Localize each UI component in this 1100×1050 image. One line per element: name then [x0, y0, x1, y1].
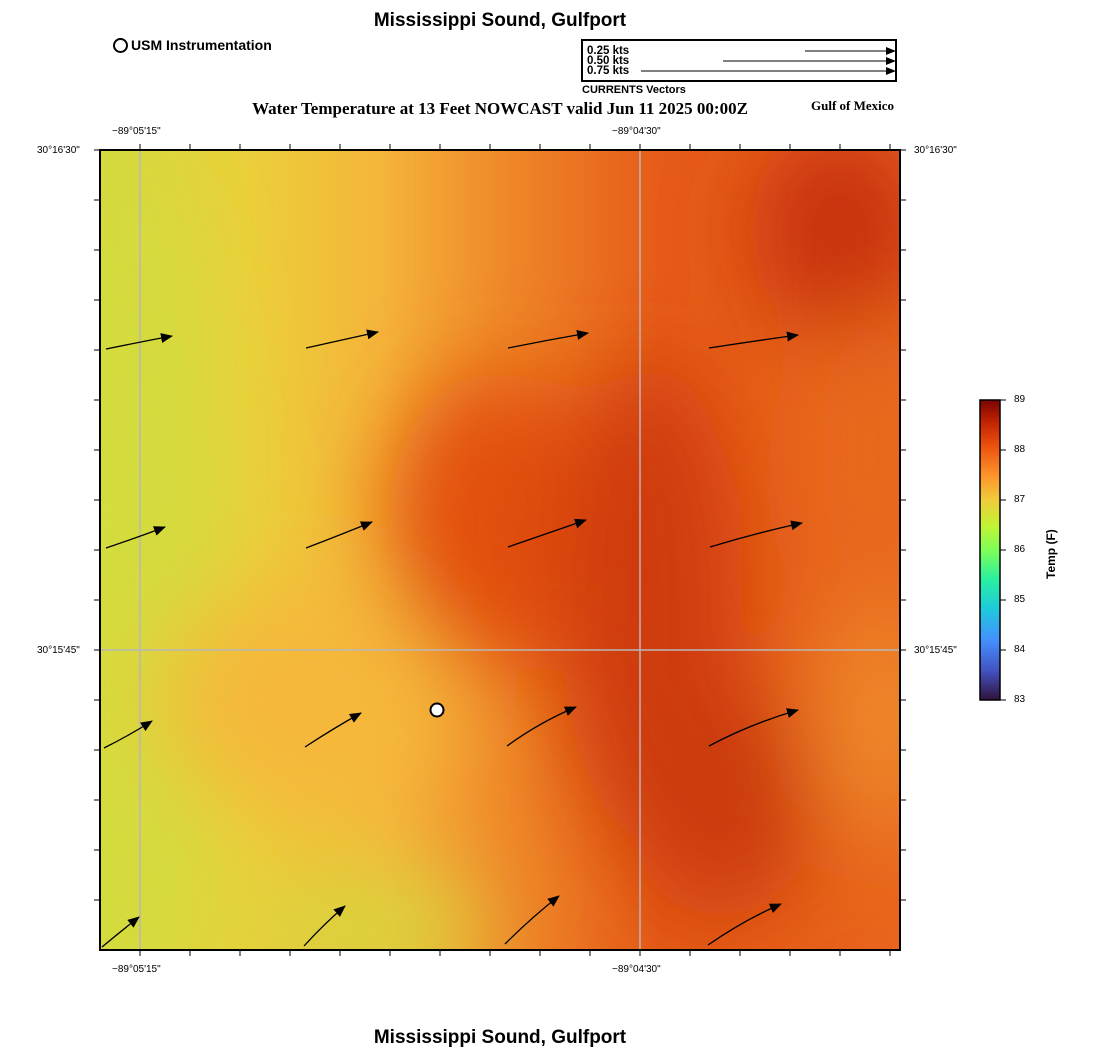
usm-legend-label: USM Instrumentation: [131, 37, 272, 53]
colorbar-title: Temp (F): [1044, 529, 1058, 579]
map-title: Mississippi Sound, Gulfport: [373, 10, 627, 31]
current-vector: [709, 520, 803, 548]
graticule: [100, 150, 900, 950]
vector-scale-label-2: 0.50 kts: [587, 55, 630, 67]
current-vector: [103, 720, 153, 749]
current-vector: [105, 333, 173, 350]
colorbar-label: 84: [1014, 644, 1026, 655]
current-vector: [507, 518, 587, 548]
colorbar-label: 86: [1014, 544, 1026, 555]
usm-station-marker: [429, 702, 445, 718]
usm-legend: USM Instrumentation: [113, 37, 272, 53]
current-vector: [507, 329, 589, 349]
current-vector: [708, 331, 799, 349]
current-vector: [304, 712, 362, 748]
region-label: Gulf of Mexico: [811, 98, 895, 113]
current-vector: [708, 708, 799, 747]
colorbar-label: 87: [1014, 494, 1026, 505]
lon-label-top-1: −89°05'15": [112, 126, 161, 137]
temperature-field: [100, 150, 900, 950]
map-subtitle: Water Temperature at 13 Feet NOWCAST val…: [252, 99, 748, 118]
colorbar-label: 88: [1014, 444, 1026, 455]
map-footer-title: Mississippi Sound, Gulfport: [373, 1027, 627, 1048]
lat-label-right-1: 30°16'30": [914, 145, 957, 156]
current-vector: [305, 329, 379, 349]
current-vector: [504, 895, 560, 945]
lat-label-right-2: 30°15'45": [914, 645, 957, 656]
current-vector: [305, 521, 373, 549]
usm-marker-icon: [113, 37, 128, 53]
colorbar-label: 85: [1014, 594, 1026, 605]
current-vector: [105, 526, 166, 549]
vector-scale-label-3: 0.75 kts: [587, 65, 630, 77]
vector-scale-legend: 0.25 kts 0.50 kts 0.75 kts: [581, 39, 897, 82]
axis-ticks: [94, 144, 906, 956]
lon-label-bottom-2: −89°04'30": [612, 964, 661, 975]
colorbar: [979, 399, 1001, 701]
lon-label-top-2: −89°04'30": [612, 126, 661, 137]
colorbar-label: 89: [1014, 394, 1026, 405]
current-vector: [506, 706, 577, 747]
lat-label-left-1: 30°16'30": [37, 145, 80, 156]
vector-scale-arrows: [641, 47, 895, 75]
vector-caption: CURRENTS Vectors: [582, 84, 686, 96]
current-vector: [101, 916, 140, 948]
current-vector: [303, 905, 346, 947]
current-vector: [707, 903, 782, 946]
colorbar-label: 83: [1014, 694, 1026, 705]
colorbar-ticks: [1000, 399, 1006, 701]
vector-scale-label-1: 0.25 kts: [587, 45, 630, 57]
lon-label-bottom-1: −89°05'15": [112, 964, 161, 975]
current-vectors: [101, 329, 803, 948]
lat-label-left-2: 30°15'45": [37, 645, 80, 656]
